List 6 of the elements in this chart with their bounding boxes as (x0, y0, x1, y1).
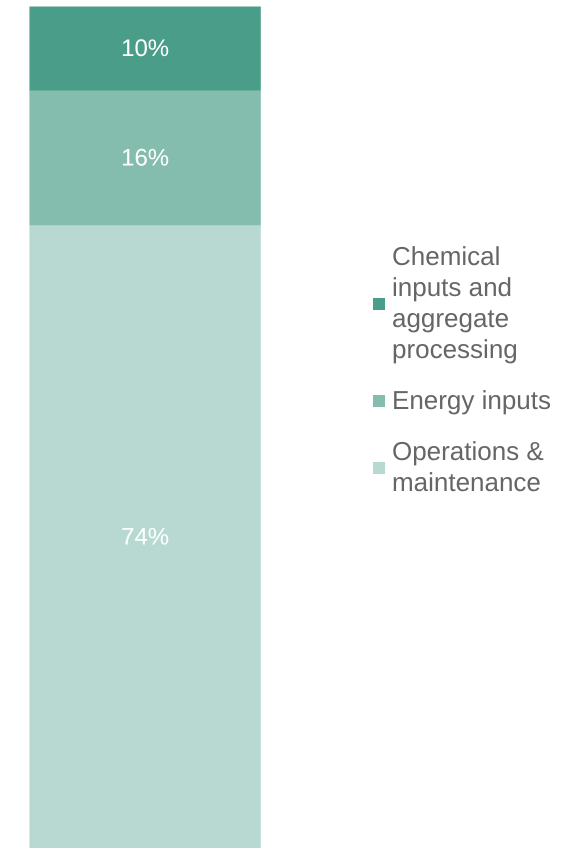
data-label: 16% (121, 144, 170, 172)
legend-label: Energy inputs (392, 385, 551, 416)
data-label: 10% (121, 35, 170, 62)
data-label: 74% (121, 523, 170, 550)
legend-label: Chemical inputs and aggregate processing (392, 241, 518, 365)
legend-label: Operations & maintenance (392, 436, 544, 498)
